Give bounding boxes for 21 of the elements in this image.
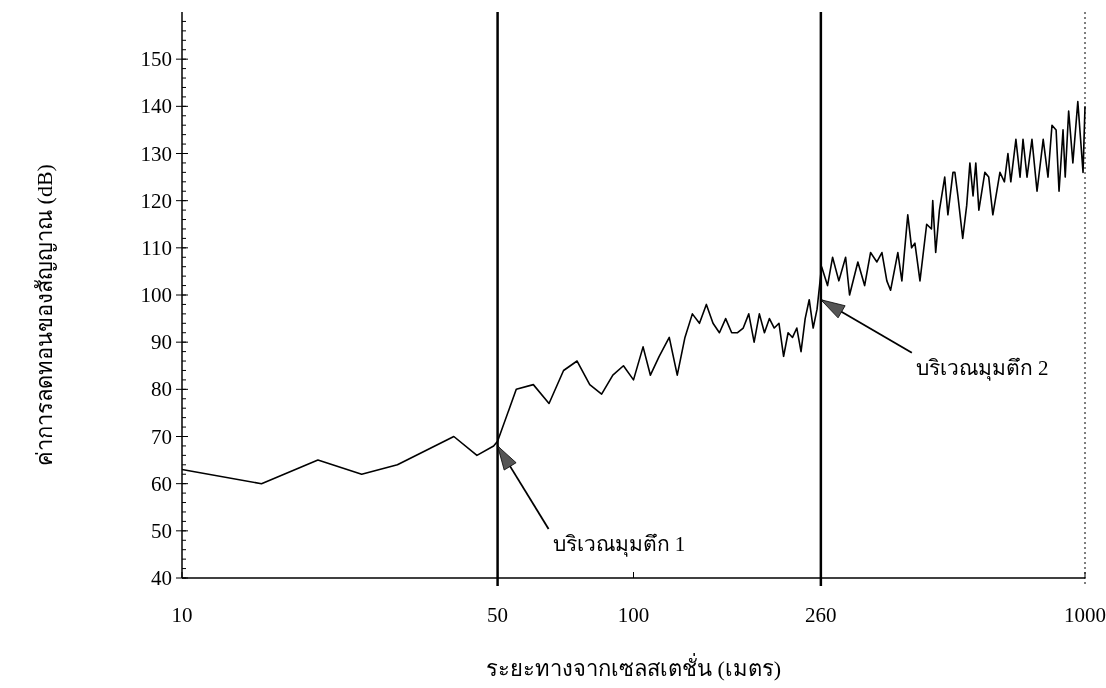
y-tick-label: 40 — [151, 566, 172, 590]
y-tick-label: 60 — [151, 471, 172, 496]
annotation: บริเวณมุมตึก 2 — [915, 355, 1049, 381]
y-tick-label: 90 — [151, 330, 172, 355]
x-tick-label: 100 — [617, 603, 650, 627]
x-tick-label: 260 — [805, 603, 837, 627]
y-tick-label: 110 — [141, 235, 172, 260]
annotation: บริเวณมุมตึก 1 — [552, 531, 686, 557]
y-tick-label: 70 — [151, 424, 172, 449]
y-axis-title: ค่าการลดทอนของสัญญาณ (dB) — [32, 164, 57, 466]
y-tick-label: 130 — [140, 141, 172, 166]
y-tick-label: 50 — [151, 518, 172, 543]
y-tick-label: 120 — [140, 188, 172, 213]
y-tick-label: 150 — [140, 47, 172, 72]
y-tick-label: 140 — [140, 94, 172, 119]
x-axis-title: ระยะทางจากเซลสเตชั่น (เมตร) — [485, 653, 782, 681]
x-tick-label: 10 — [171, 603, 193, 627]
x-tick-label: 50 — [487, 603, 509, 627]
x-tick-label: 1000 — [1064, 603, 1106, 627]
y-tick-label: 100 — [140, 283, 172, 307]
y-tick-label: 80 — [151, 377, 172, 402]
